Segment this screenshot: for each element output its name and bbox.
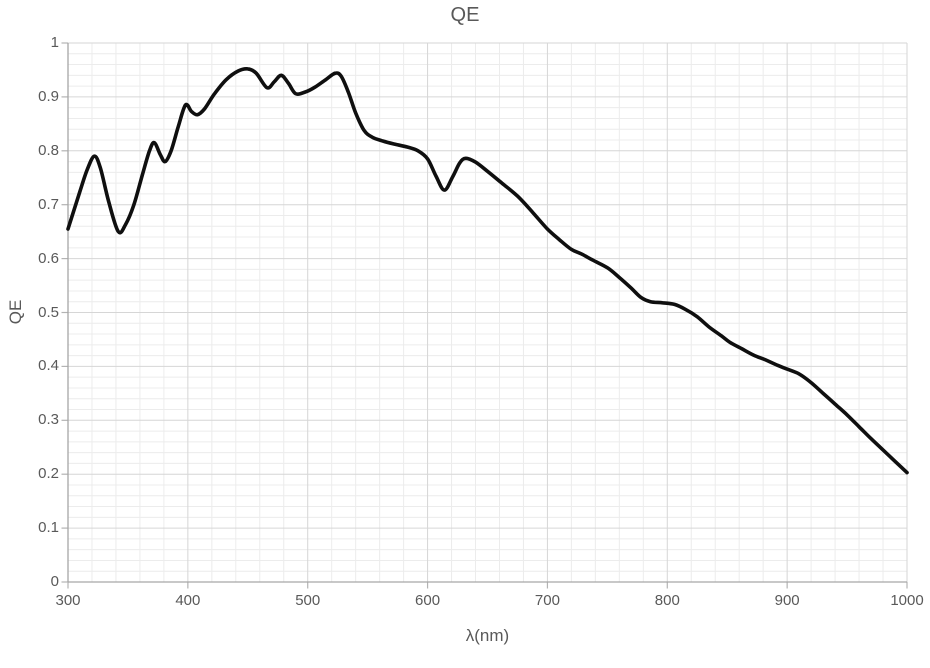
qe-curve xyxy=(66,67,909,475)
x-tick-label: 900 xyxy=(774,592,800,609)
y-tick-label: 0.1 xyxy=(38,519,59,537)
x-tick-label: 300 xyxy=(55,592,81,609)
y-tick-label: 0.6 xyxy=(38,249,59,267)
axis-tick-marks xyxy=(61,42,908,589)
y-tick-label: 0 xyxy=(50,573,59,590)
x-tick-label: 600 xyxy=(415,592,441,609)
y-tick-label: 0.4 xyxy=(38,357,59,375)
y-tick-label: 0.9 xyxy=(38,87,59,105)
chart-title: QE xyxy=(450,4,480,26)
x-tick-label: 700 xyxy=(534,592,560,609)
x-tick-label: 400 xyxy=(175,592,201,609)
y-tick-label: 0.2 xyxy=(38,465,59,483)
x-tick-label: 800 xyxy=(654,592,680,609)
y-tick-label: 1 xyxy=(50,34,59,51)
y-tick-label: 0.3 xyxy=(38,411,59,429)
y-tick-label: 0.8 xyxy=(38,141,59,159)
y-tick-label: 0.7 xyxy=(38,195,59,213)
y-tick-label: 0.5 xyxy=(38,303,59,321)
major-gridlines xyxy=(67,42,908,583)
x-tick-label: 500 xyxy=(295,592,321,609)
x-axis-title: λ(nm) xyxy=(465,626,510,645)
x-tick-label: 1000 xyxy=(890,592,924,609)
y-axis-title: QE xyxy=(6,299,25,325)
